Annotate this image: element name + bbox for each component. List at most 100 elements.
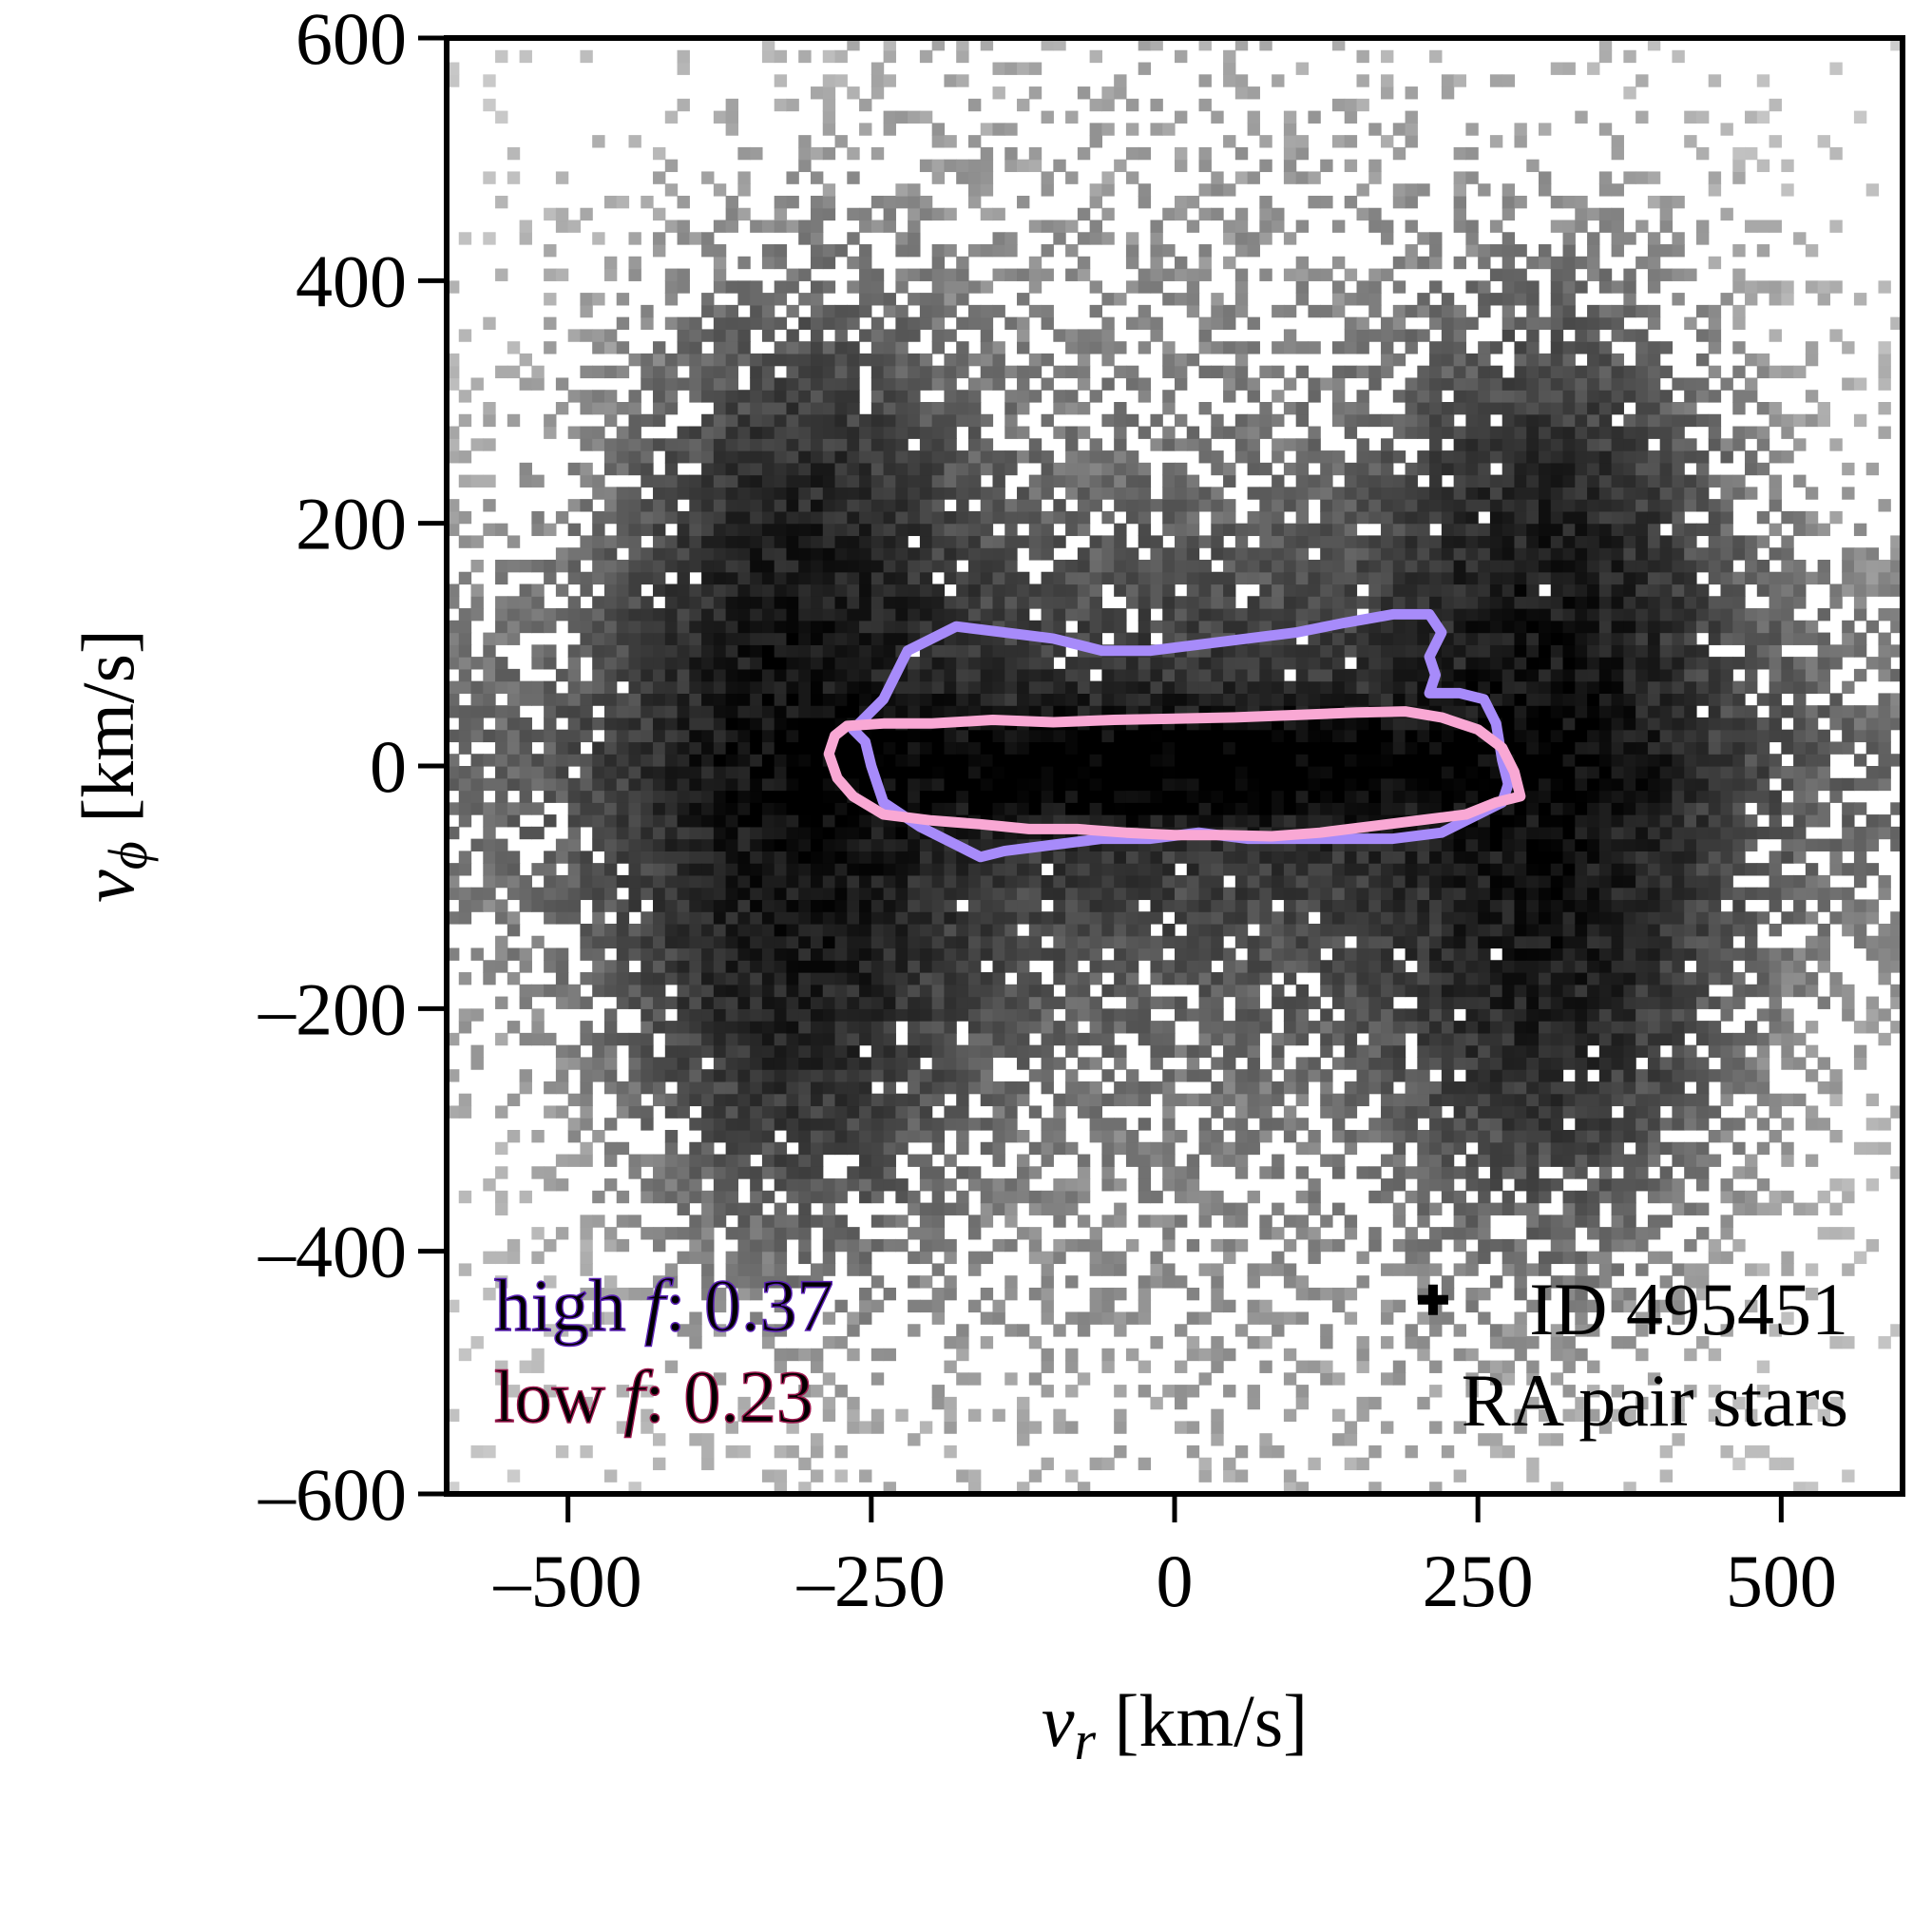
- heatmap-bin: [761, 1227, 775, 1240]
- heatmap-bin: [1077, 426, 1091, 439]
- heatmap-bin: [1162, 874, 1176, 889]
- heatmap-bin: [822, 935, 836, 949]
- heatmap-bin: [895, 1105, 909, 1119]
- heatmap-bin: [1053, 1408, 1066, 1422]
- heatmap-bin: [1065, 596, 1079, 609]
- heatmap-bin: [774, 620, 788, 634]
- heatmap-bin: [822, 571, 836, 585]
- heatmap-bin: [664, 1166, 679, 1179]
- heatmap-bin: [944, 1287, 957, 1301]
- heatmap-bin: [883, 766, 896, 779]
- heatmap-bin: [1150, 1396, 1163, 1410]
- heatmap-bin: [1259, 814, 1272, 828]
- heatmap-bin: [507, 972, 521, 985]
- heatmap-bin: [761, 256, 775, 270]
- heatmap-bin: [483, 851, 496, 864]
- heatmap-bin: [847, 596, 860, 609]
- heatmap-bin: [811, 935, 824, 949]
- heatmap-bin: [653, 680, 666, 694]
- heatmap-bin: [689, 972, 702, 985]
- heatmap-bin: [847, 705, 860, 718]
- heatmap-bin: [895, 402, 909, 415]
- heatmap-bin: [1295, 1360, 1310, 1373]
- heatmap-bin: [1259, 559, 1272, 573]
- heatmap-bin: [1247, 887, 1260, 901]
- heatmap-bin: [592, 741, 605, 755]
- heatmap-bin: [1272, 474, 1285, 488]
- heatmap-bin: [919, 487, 933, 500]
- heatmap-bin: [811, 1433, 824, 1446]
- heatmap-bin: [507, 680, 521, 694]
- heatmap-bin: [1211, 802, 1224, 815]
- heatmap-bin: [689, 559, 702, 573]
- heatmap-bin: [1234, 741, 1249, 755]
- heatmap-bin: [458, 668, 472, 682]
- heatmap-bin: [761, 1238, 775, 1253]
- heatmap-bin: [908, 1032, 921, 1046]
- heatmap-bin: [1162, 1154, 1176, 1167]
- heatmap-bin: [761, 547, 775, 561]
- heatmap-bin: [919, 110, 933, 124]
- heatmap-bin: [603, 1044, 618, 1058]
- heatmap-bin: [1114, 341, 1127, 354]
- heatmap-bin: [774, 1008, 788, 1022]
- heatmap-bin: [1138, 499, 1152, 512]
- heatmap-bin: [980, 1251, 994, 1265]
- heatmap-bin: [798, 802, 812, 815]
- heatmap-bin: [811, 329, 824, 342]
- heatmap-bin: [1028, 693, 1043, 706]
- heatmap-bin: [1017, 499, 1030, 512]
- heatmap-bin: [580, 729, 593, 743]
- heatmap-bin: [1150, 1190, 1163, 1204]
- heatmap-bin: [616, 571, 630, 585]
- heatmap-bin: [1041, 741, 1054, 755]
- heatmap-bin: [931, 123, 946, 136]
- heatmap-bin: [603, 729, 618, 743]
- heatmap-bin: [895, 377, 909, 391]
- heatmap-bin: [628, 1081, 641, 1095]
- heatmap-bin: [1028, 256, 1043, 270]
- heatmap-bin: [713, 438, 727, 451]
- heatmap-bin: [774, 608, 788, 622]
- heatmap-bin: [1077, 1105, 1091, 1119]
- heatmap-bin: [798, 863, 812, 876]
- heatmap-bin: [580, 705, 593, 718]
- heatmap-bin: [1065, 1360, 1079, 1373]
- heatmap-bin: [701, 777, 715, 792]
- heatmap-bin: [1211, 1190, 1224, 1204]
- heatmap-bin: [1028, 680, 1043, 694]
- heatmap-bin: [895, 741, 909, 755]
- heatmap-bin: [1101, 657, 1115, 670]
- heatmap-bin: [1272, 1032, 1285, 1046]
- heatmap-bin: [834, 487, 848, 500]
- heatmap-bin: [1004, 911, 1018, 925]
- heatmap-bin: [944, 754, 957, 767]
- heatmap-bin: [1004, 535, 1018, 548]
- heatmap-bin: [908, 947, 921, 961]
- heatmap-bin: [1211, 293, 1224, 306]
- heatmap-bin: [447, 826, 460, 840]
- heatmap-bin: [1114, 935, 1127, 949]
- heatmap-bin: [761, 293, 775, 306]
- heatmap-bin: [544, 523, 557, 537]
- heatmap-bin: [653, 377, 666, 391]
- heatmap-bin: [1150, 754, 1163, 767]
- heatmap-bin: [919, 729, 933, 743]
- heatmap-bin: [567, 984, 582, 998]
- heatmap-bin: [713, 487, 727, 500]
- heatmap-bin: [495, 1141, 508, 1156]
- heatmap-bin: [761, 220, 775, 233]
- heatmap-bin: [1028, 644, 1043, 658]
- heatmap-bin: [531, 510, 545, 525]
- heatmap-bin: [750, 1287, 763, 1301]
- heatmap-bin: [1150, 123, 1163, 136]
- heatmap-bin: [919, 608, 933, 622]
- heatmap-bin: [677, 377, 690, 391]
- heatmap-bin: [495, 559, 508, 573]
- heatmap-bin: [653, 960, 666, 973]
- heatmap-bin: [1114, 523, 1127, 537]
- heatmap-bin: [908, 657, 921, 670]
- heatmap-bin: [1065, 390, 1079, 403]
- heatmap-bin: [1234, 1105, 1249, 1119]
- heatmap-bin: [555, 510, 569, 525]
